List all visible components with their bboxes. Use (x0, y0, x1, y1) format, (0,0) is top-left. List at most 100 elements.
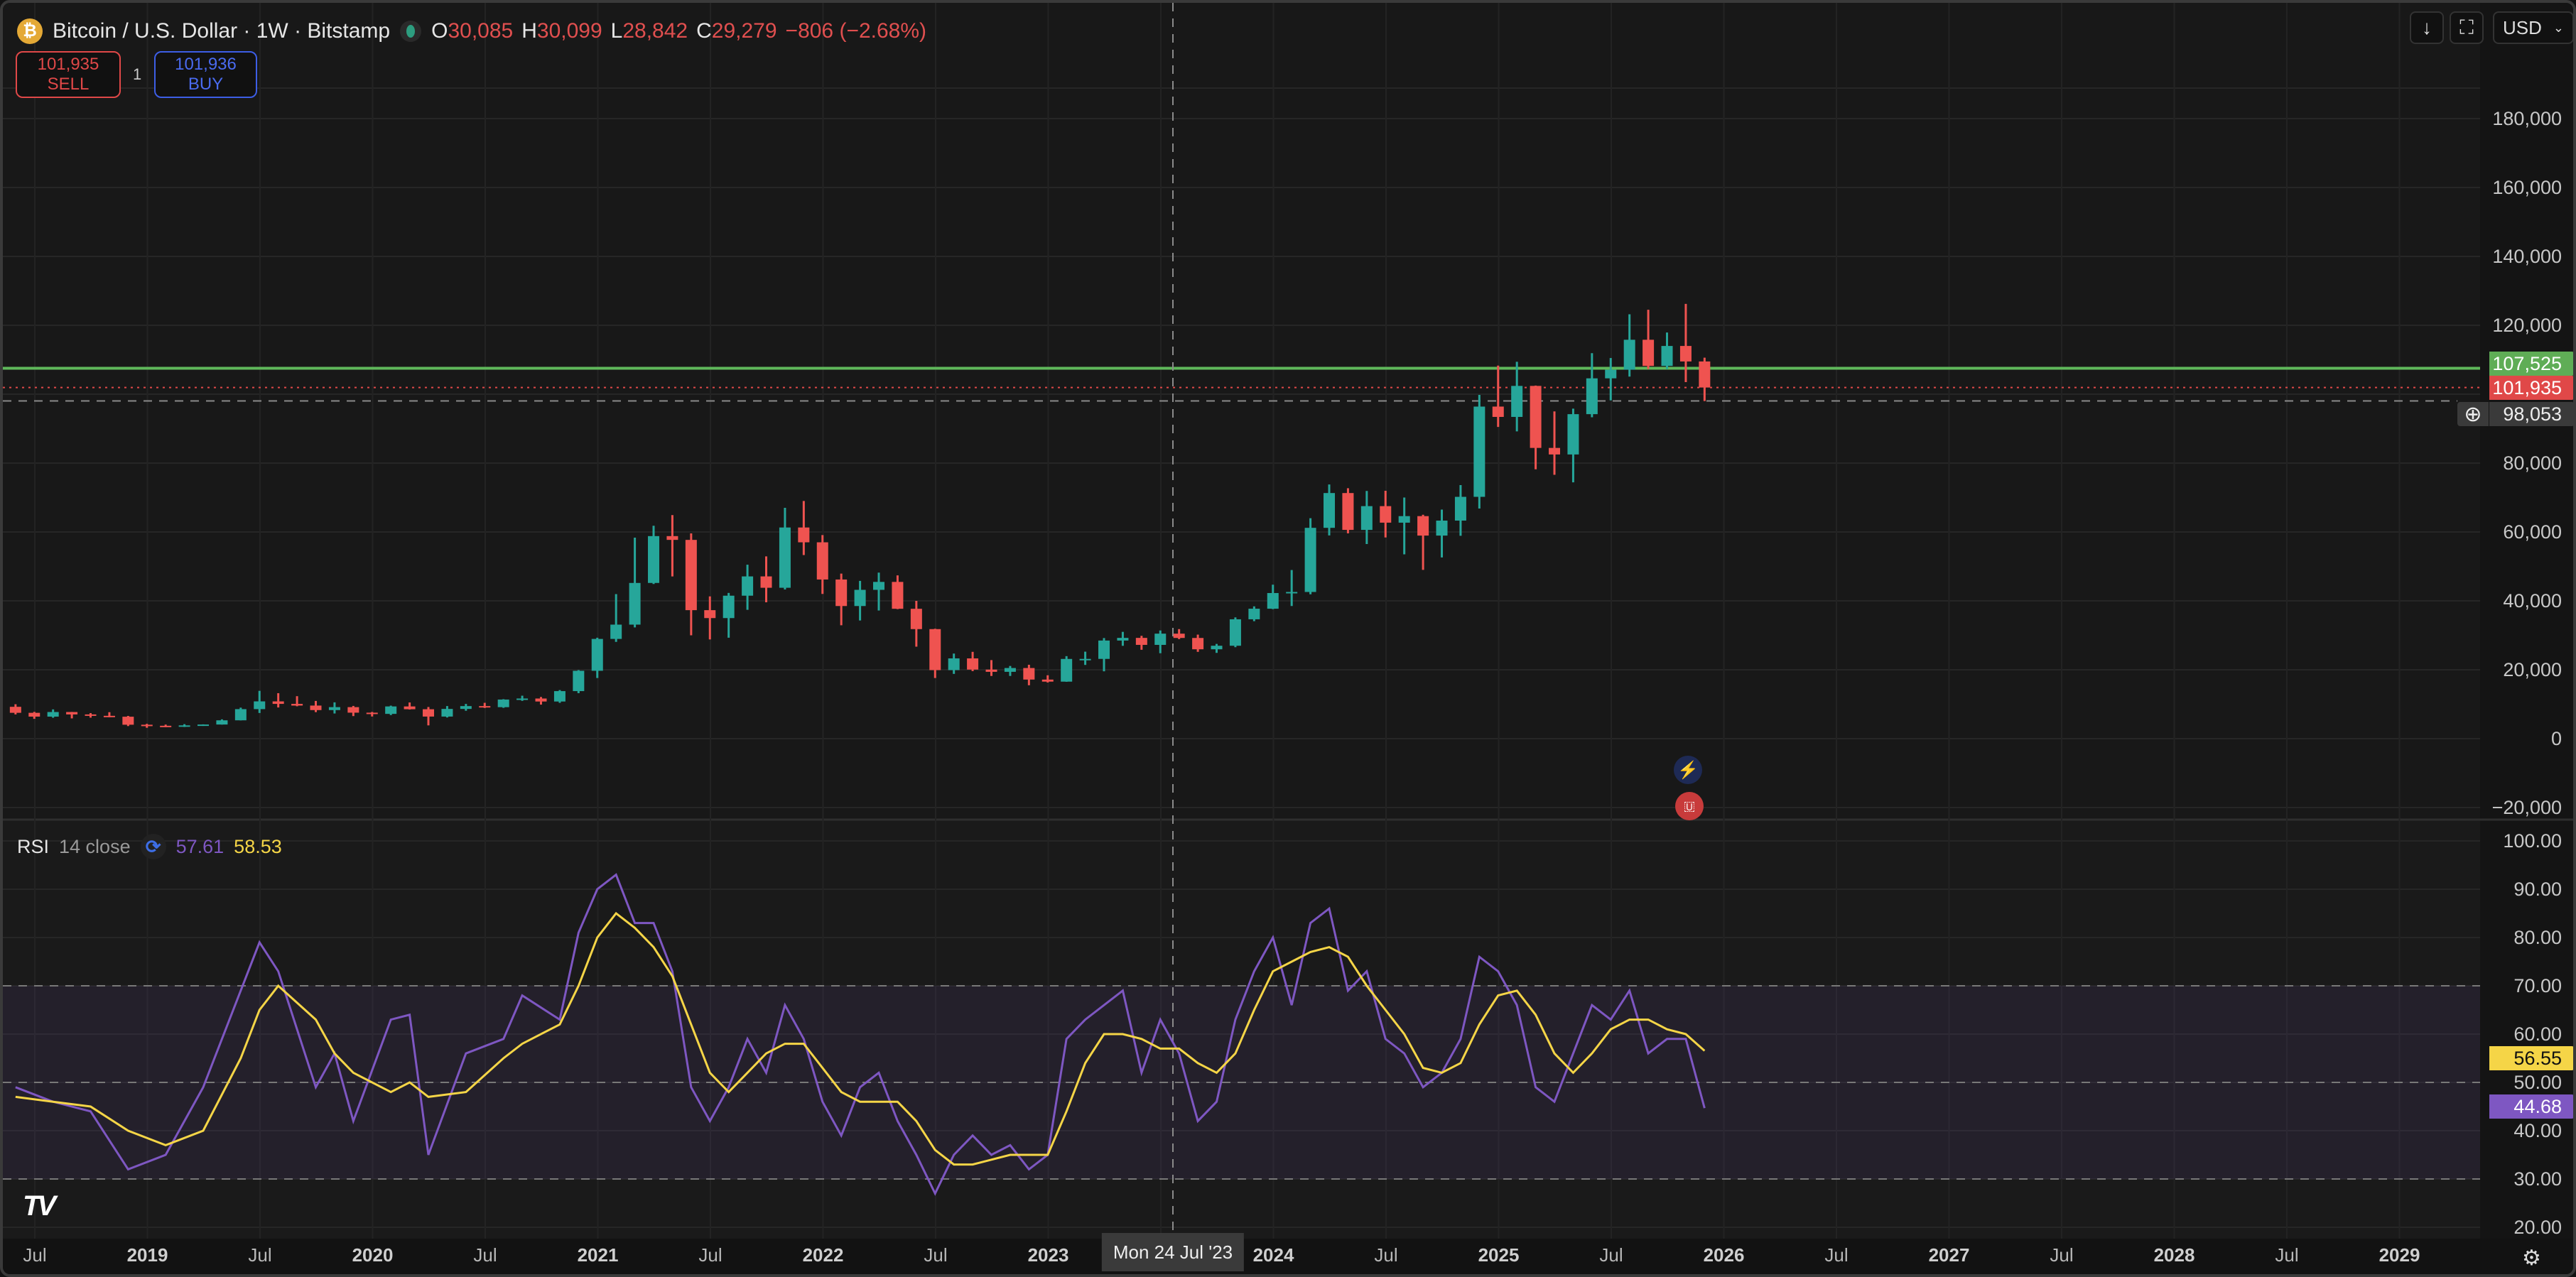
candle-body (1267, 592, 1279, 609)
candle-body (1417, 516, 1429, 536)
price-tick: 80,000 (2503, 452, 2562, 474)
time-tick: Jul (473, 1244, 497, 1266)
candle-body (948, 658, 960, 670)
symbol-title[interactable]: Bitcoin / U.S. Dollar · 1W · Bitstamp (53, 19, 391, 43)
candle-body (1079, 658, 1091, 661)
fullscreen-icon: ⛶ (2459, 16, 2474, 38)
rsi-ma-value: 58.53 (234, 835, 282, 857)
candle-body (1454, 496, 1466, 521)
candle-body (291, 704, 303, 706)
time-tick: 2026 (1703, 1244, 1745, 1266)
time-tick: Jul (1824, 1244, 1849, 1266)
us-flag-event-icon[interactable]: 🇺 (1675, 792, 1704, 820)
time-tick: 2023 (1027, 1244, 1069, 1266)
rsi-ma-last-label: 56.55 (2489, 1046, 2573, 1070)
rsi-params: 14 close (59, 835, 131, 857)
rsi-line (15, 873, 1706, 1196)
time-tick: Jul (1599, 1244, 1623, 1266)
candle-body (160, 725, 172, 727)
tradingview-logo[interactable]: TV (23, 1190, 56, 1222)
candle-body (1342, 493, 1354, 531)
candle-body (66, 712, 78, 714)
time-tick: Jul (924, 1244, 948, 1266)
candle-body (366, 712, 378, 714)
sell-button[interactable]: 101,935 SELL (16, 51, 121, 98)
candle-body (1117, 638, 1129, 641)
candle-body (328, 707, 340, 710)
price-pane (3, 3, 2480, 820)
candle-body (742, 576, 754, 596)
rsi-name[interactable]: RSI (17, 835, 50, 857)
crosshair-price-label: 98,053 (2489, 402, 2573, 426)
time-tick: 2020 (352, 1244, 394, 1266)
candle-body (873, 582, 885, 590)
rsi-tick: 80.00 (2513, 927, 2562, 948)
candle-body (1192, 638, 1204, 650)
bitcoin-icon: ₿ (17, 18, 43, 44)
low-value: 28,842 (622, 19, 688, 43)
candle-body (423, 709, 435, 717)
fullscreen-button[interactable]: ⛶ (2450, 11, 2484, 44)
rsi-tick: 90.00 (2513, 879, 2562, 900)
candle-body (723, 595, 735, 619)
last-price-label: 101,935 (2489, 376, 2573, 400)
chart-canvas[interactable] (3, 3, 2576, 1277)
rsi-tick: 30.00 (2513, 1168, 2562, 1190)
buy-label: BUY (188, 75, 224, 94)
time-tick: Jul (1374, 1244, 1398, 1266)
candle-body (47, 712, 59, 717)
candle-body (779, 527, 791, 588)
time-tick: 2024 (1252, 1244, 1294, 1266)
candle-body (704, 610, 716, 619)
low-label: L (610, 19, 623, 43)
candle-body (1586, 378, 1598, 415)
candle-body (553, 691, 565, 702)
time-tick: 2019 (126, 1244, 168, 1266)
market-status-icon[interactable] (400, 21, 422, 42)
candle-body (929, 629, 941, 670)
candle-body (103, 715, 115, 717)
candle-body (1679, 346, 1692, 362)
sync-icon[interactable]: ⟳ (140, 834, 166, 859)
settings-gear-icon[interactable]: ⚙ (2522, 1246, 2541, 1270)
buy-button[interactable]: 101,936 BUY (154, 51, 257, 98)
sell-label: SELL (47, 75, 90, 94)
time-axis-bg (3, 1239, 2573, 1274)
price-tick: 20,000 (2503, 659, 2562, 680)
candle-body (178, 725, 190, 727)
time-tick: Jul (23, 1244, 47, 1266)
candle-body (535, 698, 547, 702)
candle-body (9, 707, 21, 713)
candle-body (1643, 339, 1655, 366)
price-tick: 180,000 (2492, 108, 2562, 129)
candle-body (1549, 447, 1561, 455)
scroll-to-latest-button[interactable]: ↓ (2410, 11, 2444, 44)
candle-body (1023, 668, 1035, 680)
quantity[interactable]: 1 (133, 65, 142, 83)
rsi-legend: RSI 14 close ⟳ 57.61 58.53 (17, 834, 282, 859)
event-lightning-icon[interactable]: ⚡ (1674, 756, 1702, 784)
candle-body (197, 724, 210, 727)
rsi-tick: 100.00 (2503, 830, 2562, 852)
candle-body (216, 720, 228, 725)
candle-body (835, 579, 848, 607)
price-tick: 140,000 (2492, 246, 2562, 267)
time-tick: 2029 (2379, 1244, 2420, 1266)
candle-body (1061, 658, 1073, 682)
candle-body (629, 582, 641, 625)
price-tick: 0 (2550, 728, 2562, 749)
candle-body (685, 540, 697, 611)
price-tick: 160,000 (2492, 177, 2562, 198)
candle-body (404, 706, 416, 710)
time-tick: Jul (2275, 1244, 2299, 1266)
candle-body (967, 658, 979, 670)
candle-body (1135, 638, 1147, 645)
currency-value: USD (2503, 16, 2542, 38)
price-tick: 40,000 (2503, 590, 2562, 612)
candle-body (1511, 386, 1523, 418)
candle-body (1567, 414, 1579, 455)
currency-select[interactable]: USD ⌄ (2493, 11, 2573, 44)
time-tick: Jul (2050, 1244, 2074, 1266)
add-alert-plus-icon[interactable]: ⊕ (2457, 402, 2489, 426)
candle-body (1286, 592, 1298, 594)
